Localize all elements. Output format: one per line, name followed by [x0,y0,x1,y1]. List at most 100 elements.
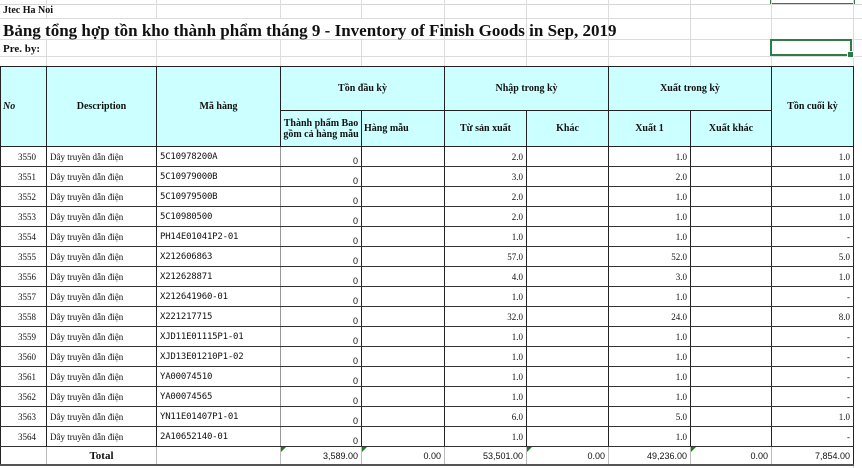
cell-issues-1[interactable]: 52.0 [608,246,691,267]
cell-description[interactable]: Dây truyền dẫn điện [46,366,157,387]
cell-receipts-production[interactable]: 1.0 [444,386,527,407]
cell-closing[interactable]: 1.0 [771,406,854,427]
cell-opening-finished[interactable]: 0 [280,406,362,427]
cell-code[interactable]: 5C10979000B [156,166,281,187]
cell-code[interactable]: 5C10980500 [156,206,281,227]
cell-closing[interactable]: - [771,426,854,447]
cell-opening-samples[interactable] [361,166,445,187]
cell-description[interactable]: Dây truyền dẫn điện [46,286,157,307]
cell-receipts-production[interactable]: 1.0 [444,366,527,387]
cell-issues-1[interactable]: 1.0 [608,146,691,167]
cell-issues-1[interactable]: 1.0 [608,386,691,407]
cell-receipts-other[interactable] [526,266,609,287]
cell-issues-1[interactable]: 1.0 [608,206,691,227]
cell-closing[interactable]: 8.0 [771,306,854,327]
cell-receipts-production[interactable]: 1.0 [444,226,527,247]
cell-opening-finished[interactable]: 0 [280,146,362,167]
cell-receipts-other[interactable] [526,286,609,307]
cell-no[interactable]: 3557 [0,286,47,307]
cell-receipts-production[interactable]: 57.0 [444,246,527,267]
cell-no[interactable]: 3560 [0,346,47,367]
total-issues-1[interactable]: 49,236.00 [608,446,691,466]
total-opening-samples[interactable]: 0.00 [361,446,445,466]
header-no[interactable]: No [0,66,47,147]
header-receipts-other[interactable]: Khác [526,110,609,147]
cell-opening-finished[interactable]: 0 [280,366,362,387]
cell-issues-other[interactable] [690,346,772,367]
cell-description[interactable]: Dây truyền dẫn điện [46,146,157,167]
fill-handle[interactable] [847,51,854,58]
cell-no[interactable]: 3564 [0,426,47,447]
cell-no[interactable]: 3558 [0,306,47,327]
cell-no[interactable]: 3553 [0,206,47,227]
cell-closing[interactable]: - [771,366,854,387]
cell-closing[interactable]: 5.0 [771,246,854,267]
cell-opening-samples[interactable] [361,246,445,267]
cell-code[interactable]: PH14E01041P2-01 [156,226,281,247]
cell-no[interactable]: 3559 [0,326,47,347]
cell-description[interactable]: Dây truyền dẫn điện [46,386,157,407]
cell-receipts-other[interactable] [526,166,609,187]
cell-issues-1[interactable]: 1.0 [608,226,691,247]
cell-code[interactable]: YA00074565 [156,386,281,407]
cell-closing[interactable]: - [771,326,854,347]
cell-issues-other[interactable] [690,326,772,347]
cell-code[interactable]: X212628871 [156,266,281,287]
cell-description[interactable]: Dây truyền dẫn điện [46,246,157,267]
cell-closing[interactable]: - [771,286,854,307]
cell-code[interactable]: X212606863 [156,246,281,267]
cell-closing[interactable]: 1.0 [771,166,854,187]
cell-issues-other[interactable] [690,266,772,287]
cell-code[interactable]: 5C10978200A [156,146,281,167]
cell-opening-finished[interactable]: 0 [280,226,362,247]
cell-receipts-other[interactable] [526,426,609,447]
cell-opening-samples[interactable] [361,226,445,247]
cell-description[interactable]: Dây truyền dẫn điện [46,266,157,287]
cell-description[interactable]: Dây truyền dẫn điện [46,306,157,327]
header-opening-samples[interactable]: Hàng mẫu [361,110,445,147]
cell-description[interactable]: Dây truyền dẫn điện [46,406,157,427]
cell-receipts-other[interactable] [526,206,609,227]
header-description[interactable]: Description [46,66,157,147]
cell-opening-finished[interactable]: 0 [280,206,362,227]
total-code-blank[interactable] [156,446,281,466]
cell-closing[interactable]: 1.0 [771,146,854,167]
cell-issues-1[interactable]: 1.0 [608,346,691,367]
total-blank[interactable] [0,446,47,466]
cell-receipts-production[interactable]: 1.0 [444,326,527,347]
cell-receipts-production[interactable]: 2.0 [444,206,527,227]
cell-opening-samples[interactable] [361,286,445,307]
cell-receipts-other[interactable] [526,386,609,407]
cell-issues-1[interactable]: 1.0 [608,186,691,207]
cell-opening-samples[interactable] [361,426,445,447]
cell-opening-samples[interactable] [361,186,445,207]
header-receipts[interactable]: Nhập trong kỳ [444,66,609,111]
cell-receipts-other[interactable] [526,186,609,207]
cell-issues-other[interactable] [690,386,772,407]
header-closing[interactable]: Tồn cuối kỳ [771,66,854,147]
cell-closing[interactable]: 1.0 [771,186,854,207]
cell-issues-1[interactable]: 1.0 [608,286,691,307]
cell-code[interactable]: XJD13E01210P1-02 [156,346,281,367]
cell-no[interactable]: 3552 [0,186,47,207]
cell-closing[interactable]: 1.0 [771,266,854,287]
cell-issues-other[interactable] [690,306,772,327]
header-receipts-production[interactable]: Từ sản xuất [444,110,527,147]
cell-issues-1[interactable]: 2.0 [608,166,691,187]
cell-opening-samples[interactable] [361,346,445,367]
cell-code[interactable]: X221217715 [156,306,281,327]
header-opening[interactable]: Tồn đầu kỳ [280,66,445,111]
cell-code[interactable]: X212641960-01 [156,286,281,307]
header-issues[interactable]: Xuất trong kỳ [608,66,772,111]
cell-opening-samples[interactable] [361,306,445,327]
cell-opening-finished[interactable]: 0 [280,166,362,187]
cell-receipts-production[interactable]: 1.0 [444,286,527,307]
cell-code[interactable]: YA00074510 [156,366,281,387]
cell-receipts-other[interactable] [526,306,609,327]
cell-receipts-other[interactable] [526,246,609,267]
cell-opening-samples[interactable] [361,146,445,167]
cell-issues-other[interactable] [690,186,772,207]
cell-opening-finished[interactable]: 0 [280,426,362,447]
cell-issues-other[interactable] [690,206,772,227]
cell-issues-other[interactable] [690,286,772,307]
